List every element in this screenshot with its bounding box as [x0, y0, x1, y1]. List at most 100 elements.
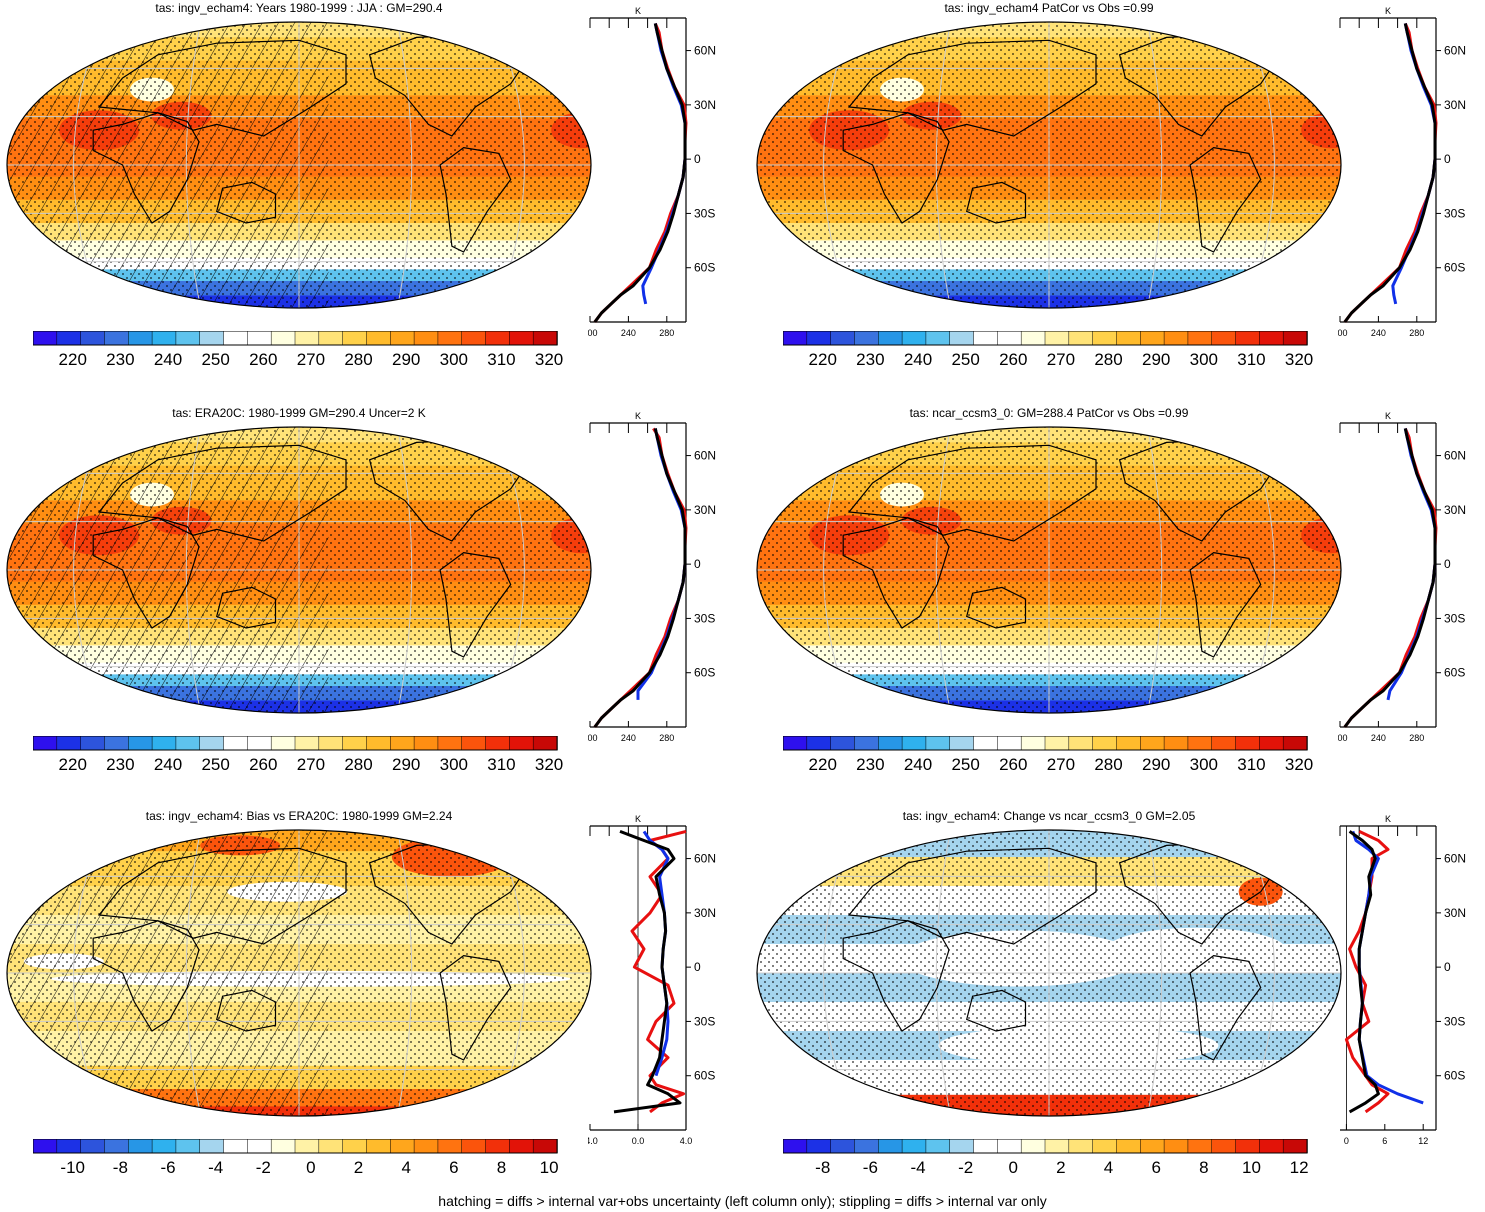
colorbar-swatch: [175, 1139, 201, 1154]
colorbar-tick-label: 230: [106, 755, 135, 774]
panel-title: tas: ingv_echam4: Bias vs ERA20C: 1980-1…: [145, 809, 453, 823]
colorbar-swatch: [104, 1139, 130, 1154]
colorbar-swatch: [270, 1139, 296, 1154]
colorbar-swatch: [461, 1139, 487, 1154]
colorbar-swatch: [175, 331, 201, 346]
colorbar-swatch: [56, 331, 82, 346]
colorbar-tick-label: 320: [1284, 755, 1314, 774]
colorbar-swatch: [1140, 331, 1165, 346]
colorbar: [783, 1139, 1308, 1154]
graticule-line: [185, 22, 202, 308]
coastline-eurasia: [847, 444, 1097, 542]
colorbar-swatch: [56, 736, 82, 751]
colorbar-swatch: [1187, 331, 1213, 346]
colorbar-tick-label: 8: [1199, 1158, 1209, 1177]
colorbar-swatch: [509, 331, 534, 346]
colorbar-tick-label: 4: [1103, 1158, 1114, 1177]
colorbar-swatch: [1211, 736, 1237, 751]
colorbar-swatch: [437, 1139, 463, 1154]
colorbar-swatch: [1116, 736, 1142, 751]
coastline-africa: [842, 920, 950, 1032]
zonal-line-other: [1391, 23, 1437, 305]
coastline-australia: [215, 586, 277, 629]
colorbar-swatch: [1235, 736, 1261, 751]
panel-4: tas: ncar_ccsm3_0: GM=288.4 PatCor vs Ob…: [755, 405, 1475, 805]
colorbar-border: [783, 1139, 1308, 1154]
coastline-australia: [215, 989, 277, 1032]
colorbar-tick-label: 310: [487, 350, 516, 369]
colorbar-swatch: [1187, 736, 1213, 751]
zonal-line-other: [1386, 428, 1437, 701]
colorbar-tick-label: 240: [153, 755, 183, 774]
graticule-line: [396, 427, 413, 713]
coastline-eurasia: [847, 39, 1097, 137]
colorbar-swatch: [1163, 736, 1189, 751]
colorbar-swatch: [806, 1139, 832, 1154]
zonal-lat-label: 30N: [694, 906, 716, 920]
colorbar-tick-label: -6: [160, 1158, 176, 1177]
colorbar-swatch: [878, 331, 903, 346]
colorbar-swatch: [485, 736, 511, 751]
panel-1: tas: ingv_echam4: Years 1980-1999 : JJA …: [5, 0, 725, 400]
zonal-unit: K: [1385, 6, 1391, 16]
colorbar-swatch: [973, 736, 999, 751]
map-border: [756, 21, 1342, 309]
colorbar-swatch: [1020, 331, 1046, 346]
colorbar-swatch: [223, 331, 249, 346]
zonal-x-label: 280: [1409, 328, 1424, 336]
zonal-lat-label: 30N: [1444, 906, 1466, 920]
coastline-eurasia: [97, 444, 347, 542]
colorbar-swatch: [509, 736, 534, 751]
zonal-unit: K: [635, 411, 641, 421]
footnote: hatching = diffs > internal var+obs unce…: [438, 1193, 1047, 1209]
colorbar-swatch: [294, 736, 320, 751]
colorbar-swatch: [437, 736, 463, 751]
zonal-unit: K: [635, 814, 641, 824]
colorbar-swatch: [854, 331, 880, 346]
colorbar-tick-label: 230: [856, 755, 885, 774]
zonal-x-label: 0: [1344, 1136, 1349, 1144]
colorbar-swatch: [175, 736, 201, 751]
colorbar-swatch: [830, 331, 856, 346]
zonal-lat-label: 30N: [694, 98, 716, 112]
colorbar-tick-label: 290: [391, 350, 421, 369]
zonal-lat-label: 60N: [694, 852, 716, 866]
zonal-mean-plot: K 60N 30N 0 30S 60S 0 6 12: [1339, 814, 1466, 1144]
zonal-x-label: -4.0: [588, 1136, 598, 1144]
colorbar-tick-label: 320: [534, 755, 564, 774]
zonal-lat-label: 0: [694, 152, 701, 166]
graticule-line: [185, 427, 202, 713]
colorbar-swatch: [413, 331, 439, 346]
colorbar-tick-label: 290: [391, 755, 421, 774]
panel-title: tas: ncar_ccsm3_0: GM=288.4 PatCor vs Ob…: [909, 406, 1189, 420]
colorbar-swatch: [949, 331, 975, 346]
zonal-x-label: 12: [1418, 1136, 1428, 1144]
colorbar-swatch: [390, 736, 415, 751]
colorbar-tick-label: 12: [1289, 1158, 1309, 1177]
colorbar-swatch: [80, 1139, 106, 1154]
map-border: [756, 829, 1342, 1117]
colorbar-swatch: [1044, 331, 1070, 346]
zonal-x-label: 6: [1382, 1136, 1387, 1144]
zonal-x-label: 240: [621, 328, 636, 336]
map-field: [757, 427, 1341, 713]
colorbar-tick-label: 260: [999, 755, 1028, 774]
zonal-mean-plot: K 60N 30N 0 30S 60S 200 240 280: [588, 6, 716, 336]
colorbar-swatch: [949, 1139, 975, 1154]
colorbar-tick-label: 310: [1237, 350, 1266, 369]
colorbar-swatch: [437, 331, 463, 346]
colorbar-swatch: [973, 1139, 999, 1154]
map-field: [7, 22, 591, 308]
colorbar-tick-label: 250: [951, 350, 980, 369]
colorbar-swatch: [413, 1139, 439, 1154]
colorbar-swatch: [33, 736, 58, 751]
colorbar-swatch: [532, 1139, 558, 1154]
colorbar: [33, 331, 558, 346]
colorbar-tick-label: -8: [112, 1158, 128, 1177]
graticule-line: [185, 830, 202, 1116]
zonal-lat-label: 0: [694, 557, 701, 571]
colorbar-tick-label: 300: [1189, 350, 1218, 369]
zonal-x-label: 280: [1409, 733, 1424, 741]
colorbar-swatch: [199, 331, 225, 346]
zonal-line-other: [641, 23, 687, 305]
